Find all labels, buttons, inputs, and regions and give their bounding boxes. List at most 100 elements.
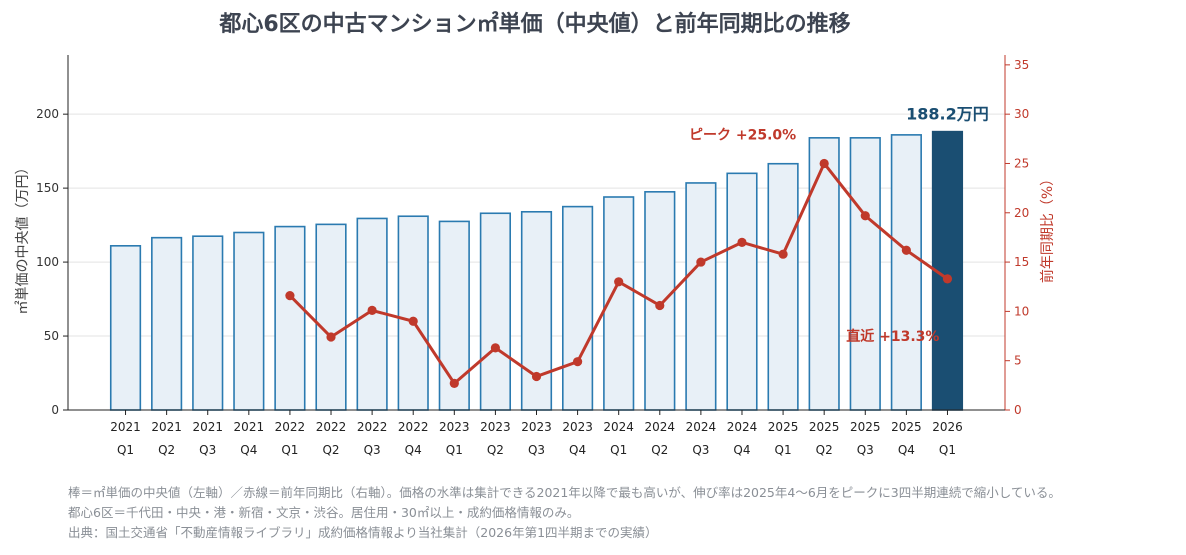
bar [192, 235, 224, 411]
line-point [860, 211, 870, 221]
line-point [531, 371, 542, 382]
x-tick-label-quarter: Q1 [610, 443, 627, 457]
yoy-line-series [285, 158, 953, 388]
x-tick-label-year: 2025 [809, 420, 840, 434]
left-axis-title: ㎡単価の中央値（万円） [15, 161, 31, 315]
x-tick-label-year: 2025 [768, 420, 799, 434]
x-tick-label-quarter: Q3 [528, 443, 545, 457]
bar-series [109, 130, 964, 411]
line-point [942, 274, 953, 284]
bar [890, 134, 922, 411]
x-tick-label-year: 2022 [398, 420, 429, 434]
right-tick-label: 15 [1014, 255, 1029, 269]
x-tick-label-year: 2024 [603, 420, 634, 434]
axes: 050100150200051015202530352021Q12021Q220… [15, 55, 1056, 457]
bar [315, 223, 347, 411]
x-tick-label-quarter: Q1 [775, 443, 792, 457]
x-tick-label-year: 2021 [192, 420, 223, 434]
x-tick-label-quarter: Q2 [487, 443, 504, 457]
line-point [367, 305, 377, 316]
x-tick-label-quarter: Q1 [446, 443, 463, 457]
right-tick-label: 30 [1014, 107, 1029, 121]
x-tick-label-quarter: Q3 [364, 443, 381, 457]
line-point [408, 316, 418, 326]
right-tick-label: 0 [1014, 403, 1022, 417]
x-tick-label-quarter: Q3 [199, 443, 216, 457]
line-point [572, 357, 583, 367]
x-tick-label-year: 2025 [891, 420, 922, 434]
right-tick-label: 25 [1014, 156, 1029, 170]
line-point [819, 158, 829, 169]
bar [274, 225, 306, 411]
x-tick-label-year: 2021 [234, 420, 265, 434]
line-point [778, 249, 788, 259]
x-tick-label-year: 2024 [686, 420, 717, 434]
x-tick-label-year: 2022 [275, 420, 306, 434]
x-tick-label-quarter: Q3 [692, 443, 709, 457]
line-point [696, 257, 706, 267]
right-tick-label: 5 [1014, 354, 1022, 368]
bar [767, 162, 799, 411]
x-tick-label-quarter: Q2 [322, 443, 339, 457]
chart-title: 都心6区の中古マンション㎡単価（中央値）と前年同期比の推移 [219, 12, 851, 37]
line-point [737, 237, 747, 247]
x-tick-label-quarter: Q4 [898, 443, 915, 457]
x-tick-label-quarter: Q1 [117, 443, 134, 457]
bar [397, 215, 429, 411]
left-tick-label: 150 [36, 181, 59, 195]
x-tick-label-year: 2024 [727, 420, 758, 434]
x-tick-label-year: 2023 [562, 420, 593, 434]
right-tick-label: 10 [1014, 304, 1029, 318]
x-tick-label-quarter: Q2 [651, 443, 668, 457]
x-tick-label-year: 2021 [110, 420, 141, 434]
line-point [326, 332, 336, 342]
line-point [614, 277, 624, 287]
x-tick-label-year: 2023 [521, 420, 552, 434]
bar [685, 182, 717, 411]
line-point [449, 378, 459, 388]
bar [849, 137, 881, 411]
left-tick-label: 100 [36, 255, 59, 269]
left-tick-label: 0 [51, 403, 59, 417]
footnote-source: 出典：国土交通省「不動産情報ライブラリ」成約価格情報より当社集計（2026年第1… [68, 525, 658, 540]
bar [233, 231, 265, 411]
x-tick-label-year: 2026 [932, 420, 963, 434]
right-tick-label: 35 [1014, 58, 1029, 72]
bar [562, 205, 594, 411]
footnote-legend: 棒＝㎡単価の中央値（左軸）／赤線＝前年同期比（右軸）。価格の水準は集計できる20… [68, 485, 1061, 500]
line-point [901, 245, 911, 255]
peak-label: ピーク +25.0% [689, 127, 796, 143]
footnote-scope: 都心6区＝千代田・中央・港・新宿・文京・渋谷。居住用・30㎡以上・成約価格情報の… [68, 505, 580, 520]
bar [808, 137, 840, 411]
x-tick-label-quarter: Q4 [733, 443, 750, 457]
x-tick-label-year: 2023 [439, 420, 470, 434]
right-axis-title: 前年同期比（%） [1039, 172, 1056, 283]
x-tick-label-quarter: Q2 [158, 443, 175, 457]
x-tick-label-quarter: Q4 [405, 443, 422, 457]
bar [726, 172, 758, 411]
x-tick-label-quarter: Q1 [281, 443, 298, 457]
latest-label: 直近 +13.3% [846, 328, 939, 345]
line-point [490, 343, 501, 353]
x-tick-label-year: 2025 [850, 420, 881, 434]
right-tick-label: 20 [1014, 206, 1029, 220]
bar [151, 236, 183, 411]
x-tick-label-quarter: Q4 [240, 443, 257, 457]
x-tick-label-year: 2022 [357, 420, 388, 434]
left-tick-label: 200 [36, 107, 59, 121]
last-value-label: 188.2万円 [906, 105, 989, 124]
bar [479, 212, 511, 411]
x-tick-label-quarter: Q2 [816, 443, 833, 457]
x-tick-label-quarter: Q3 [857, 443, 874, 457]
x-tick-label-year: 2021 [151, 420, 182, 434]
x-tick-label-quarter: Q4 [569, 443, 586, 457]
line-point [655, 300, 665, 311]
bar [109, 245, 142, 411]
left-tick-label: 50 [44, 329, 59, 343]
x-tick-label-year: 2022 [316, 420, 347, 434]
x-tick-label-year: 2024 [645, 420, 676, 434]
x-tick-label-year: 2023 [480, 420, 511, 434]
line-point [285, 291, 295, 301]
